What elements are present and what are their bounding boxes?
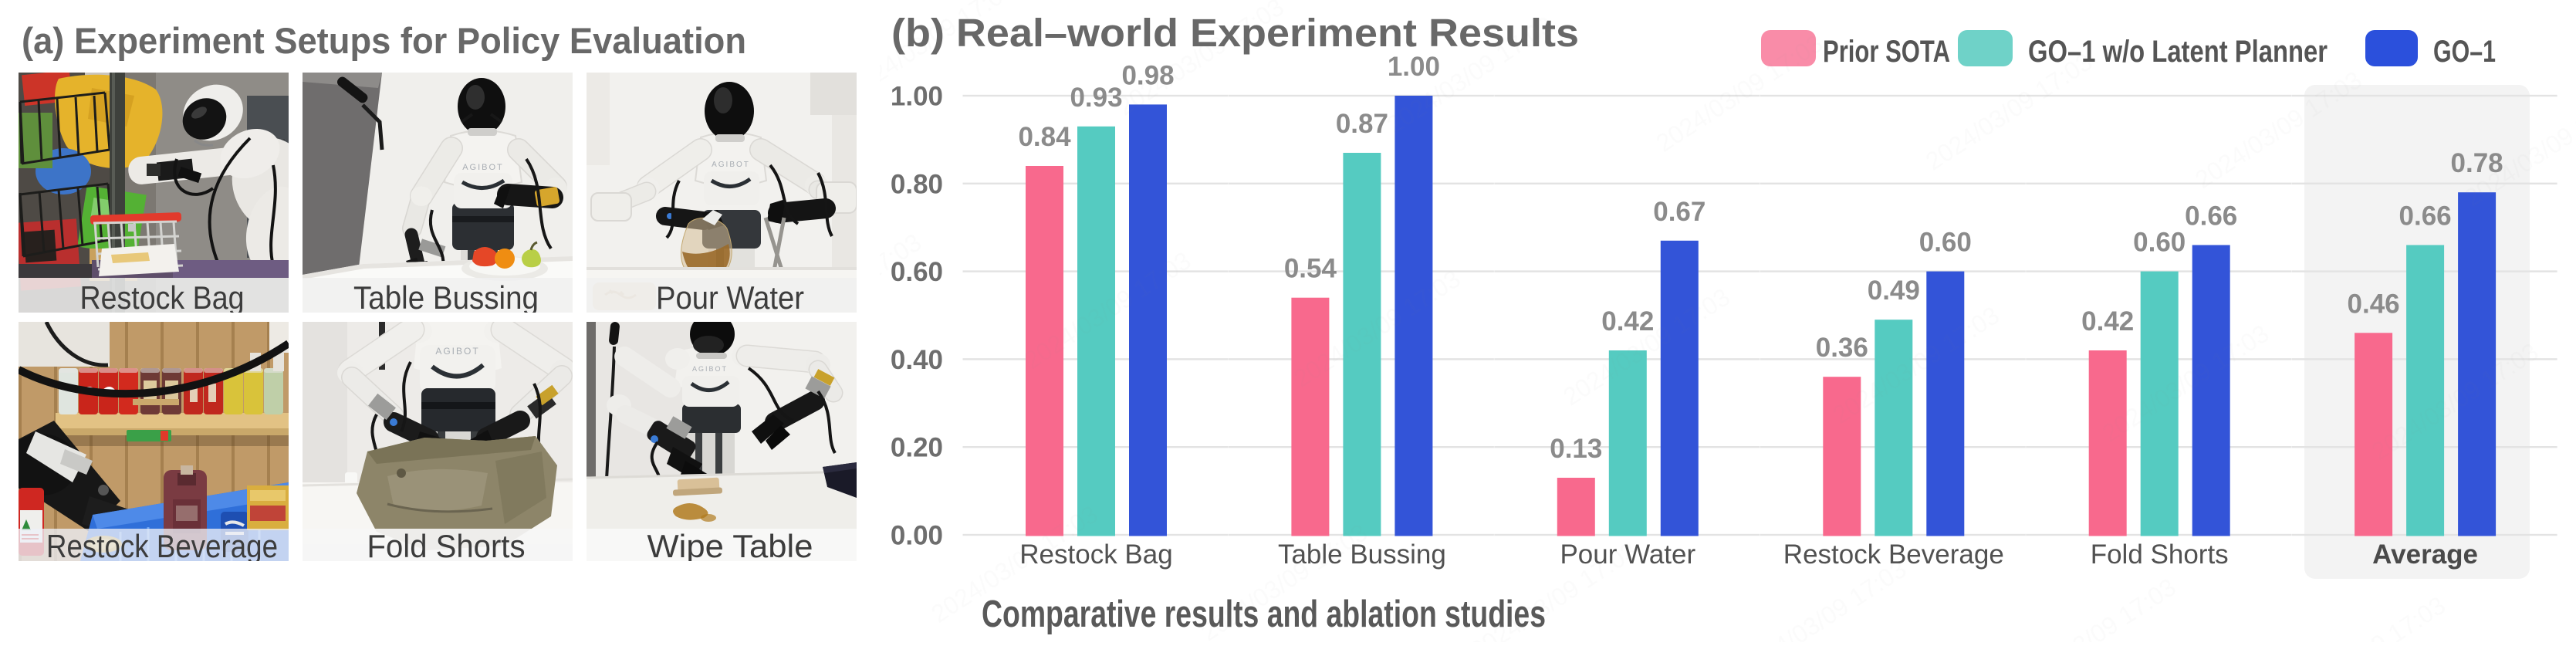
svg-text:Table Bussing: Table Bussing xyxy=(353,279,539,316)
svg-text:AGIBOT: AGIBOT xyxy=(462,163,504,172)
svg-text:AGIBOT: AGIBOT xyxy=(692,365,728,373)
svg-text:Pour Water: Pour Water xyxy=(656,279,804,316)
svg-text:AGIBOT: AGIBOT xyxy=(712,161,750,169)
svg-text:Restock Beverage: Restock Beverage xyxy=(46,528,278,564)
svg-text:Restock Bag: Restock Bag xyxy=(80,279,245,316)
svg-text:Wipe Table: Wipe Table xyxy=(647,528,813,564)
svg-text:Fold Shorts: Fold Shorts xyxy=(367,528,526,564)
svg-text:AGIBOT: AGIBOT xyxy=(435,346,479,357)
svg-text:(a) Experiment Setups for Poli: (a) Experiment Setups for Policy Evaluat… xyxy=(22,20,746,61)
